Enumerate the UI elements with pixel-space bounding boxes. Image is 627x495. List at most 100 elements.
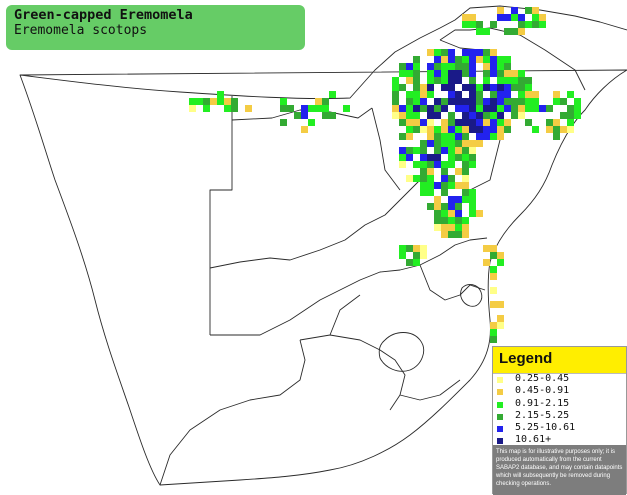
grid-cell [462, 70, 469, 77]
grid-cell [462, 21, 469, 28]
grid-cell [497, 56, 504, 63]
grid-cell [497, 301, 504, 308]
grid-cell [497, 77, 504, 84]
grid-cell [441, 77, 448, 84]
grid-cell [406, 175, 413, 182]
grid-cell [455, 98, 462, 105]
grid-cell [553, 119, 560, 126]
grid-cell [483, 28, 490, 35]
grid-cell [441, 224, 448, 231]
legend-panel: Legend 0.25-0.45 0.45-0.91 0.91-2.15 2.1… [492, 346, 627, 495]
grid-cell [420, 105, 427, 112]
grid-cell [497, 126, 504, 133]
grid-cell [448, 147, 455, 154]
grid-cell [511, 84, 518, 91]
grid-cell [455, 63, 462, 70]
grid-cell [280, 98, 287, 105]
grid-cell [483, 98, 490, 105]
grid-cell [413, 126, 420, 133]
grid-cell [560, 98, 567, 105]
grid-cell [399, 112, 406, 119]
grid-cell [406, 126, 413, 133]
grid-cell [399, 119, 406, 126]
grid-cell [490, 70, 497, 77]
grid-cell [497, 259, 504, 266]
grid-cell [469, 77, 476, 84]
grid-cell [497, 133, 504, 140]
grid-cell [518, 112, 525, 119]
grid-cell [469, 98, 476, 105]
grid-cell [399, 147, 406, 154]
grid-cell [203, 105, 210, 112]
grid-cell [301, 126, 308, 133]
grid-cell [511, 98, 518, 105]
grid-cell [329, 91, 336, 98]
grid-cell [511, 28, 518, 35]
grid-cell [399, 63, 406, 70]
grid-cell [539, 21, 546, 28]
grid-cell [469, 119, 476, 126]
grid-cell [525, 77, 532, 84]
grid-cell [448, 140, 455, 147]
grid-cell [406, 77, 413, 84]
grid-cell [490, 119, 497, 126]
grid-cell [497, 252, 504, 259]
grid-cell [532, 105, 539, 112]
grid-cell [441, 63, 448, 70]
grid-cell [329, 112, 336, 119]
grid-cell [462, 154, 469, 161]
disclaimer-box: This map is for illustrative purposes on… [493, 445, 626, 495]
grid-cell [399, 70, 406, 77]
grid-cell [448, 217, 455, 224]
grid-cell [455, 119, 462, 126]
grid-cell [490, 287, 497, 294]
grid-cell [462, 182, 469, 189]
grid-cell [504, 91, 511, 98]
grid-cell [567, 112, 574, 119]
grid-cell [462, 84, 469, 91]
grid-cell [462, 133, 469, 140]
grid-cell [420, 252, 427, 259]
coastline [19, 5, 627, 486]
grid-cell [511, 105, 518, 112]
grid-cell [427, 91, 434, 98]
grid-cell [441, 49, 448, 56]
grid-cell [553, 126, 560, 133]
grid-cell [434, 182, 441, 189]
legend-row: 0.45-0.91 [493, 385, 626, 398]
grid-cell [420, 98, 427, 105]
grid-cell [490, 336, 497, 343]
grid-cell [441, 84, 448, 91]
grid-cell [406, 147, 413, 154]
grid-cell [462, 147, 469, 154]
grid-cell [553, 91, 560, 98]
grid-cell [448, 161, 455, 168]
grid-cell [455, 140, 462, 147]
grid-cell [434, 70, 441, 77]
grid-cell [546, 126, 553, 133]
grid-cell [469, 126, 476, 133]
grid-cell [441, 70, 448, 77]
grid-cell [427, 154, 434, 161]
grid-cell [434, 210, 441, 217]
legend-label: 0.25-0.45 [515, 373, 570, 384]
grid-cell [420, 154, 427, 161]
grid-cell [532, 7, 539, 14]
grid-cell [532, 21, 539, 28]
grid-cell [490, 98, 497, 105]
grid-cell [462, 196, 469, 203]
grid-cell [525, 84, 532, 91]
grid-cell [245, 105, 252, 112]
grid-cell [462, 63, 469, 70]
grid-cell [490, 105, 497, 112]
grid-cell [525, 7, 532, 14]
grid-cell [539, 105, 546, 112]
grid-cell [490, 133, 497, 140]
grid-cell [322, 98, 329, 105]
grid-cell [490, 112, 497, 119]
grid-cell [525, 105, 532, 112]
grid-cell [406, 70, 413, 77]
grid-cell [462, 119, 469, 126]
grid-cell [427, 70, 434, 77]
legend-swatch [497, 389, 503, 396]
